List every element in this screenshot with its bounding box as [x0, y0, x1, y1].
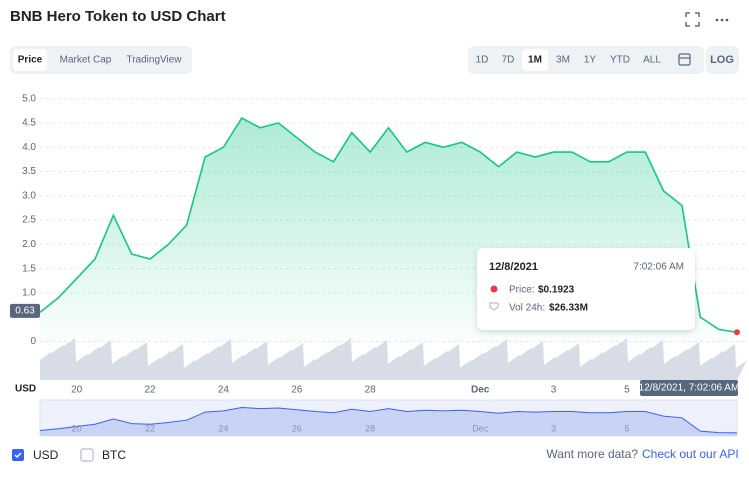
crosshair-label: 12/8/2021, 7:02:06 AM [639, 383, 740, 394]
range-button[interactable]: 7D [502, 55, 515, 66]
navigator-label: 5 [624, 423, 629, 433]
axis-currency: USD [15, 384, 36, 395]
log-button[interactable]: LOG [710, 54, 734, 66]
tab[interactable]: Price [18, 55, 43, 66]
tooltip-box [477, 248, 695, 330]
api-link[interactable]: Check out our API [642, 447, 739, 461]
navigator-label: 3 [551, 423, 556, 433]
last-price-label: 0.63 [15, 306, 35, 317]
navigator-area [40, 407, 737, 436]
y-tick-label: 2.5 [22, 215, 36, 226]
api-prompt: Want more data? [546, 447, 638, 461]
navigator-label: 22 [145, 423, 155, 433]
y-tick-label: 0 [30, 336, 36, 347]
x-tick-label: 28 [365, 385, 377, 396]
fullscreen-icon[interactable] [685, 12, 700, 27]
tooltip-date: 12/8/2021 [489, 261, 538, 273]
x-tick-label: 3 [551, 385, 557, 396]
navigator-label: 24 [218, 423, 228, 433]
y-tick-label: 4.0 [22, 142, 36, 153]
y-tick-label: 1.5 [22, 263, 36, 274]
price-dot [490, 285, 498, 293]
x-tick-label: 26 [291, 385, 303, 396]
range-button[interactable]: ALL [643, 55, 661, 66]
tooltip-volume: $26.33M [549, 303, 588, 314]
last-price-box [10, 303, 40, 318]
tooltip: 12/8/2021 7:02:06 AM Price: $0.1923 Vol … [477, 248, 695, 330]
more-icon[interactable] [715, 18, 729, 22]
x-tick-label: 22 [144, 385, 156, 396]
y-tick-label: 3.0 [22, 190, 36, 201]
tab[interactable]: Market Cap [60, 55, 112, 66]
tooltip-price: $0.1923 [538, 285, 575, 296]
last-point [734, 329, 740, 336]
tooltip-volume-label: Vol 24h: [509, 303, 545, 314]
tab[interactable]: TradingView [126, 55, 182, 66]
range-button[interactable]: 1Y [584, 55, 597, 66]
y-tick-label: 5.0 [22, 93, 36, 104]
volume-area [40, 338, 747, 380]
navigator-label: Dec [472, 423, 489, 433]
navigator-label: 28 [365, 423, 375, 433]
tooltip-price-label: Price: [509, 285, 535, 296]
y-tick-label: 2.0 [22, 239, 36, 250]
tab-group [10, 46, 192, 74]
navigator-line [39, 406, 738, 434]
price-line [39, 117, 738, 334]
range-button[interactable]: YTD [610, 55, 630, 66]
calendar-icon[interactable] [678, 53, 691, 66]
y-tick-label: 4.5 [22, 118, 36, 129]
y-tick-label: 3.5 [22, 166, 36, 177]
crosshair-box [640, 380, 738, 396]
range-selected [522, 49, 548, 71]
tab-selected [13, 49, 47, 71]
y-tick-label: 1.0 [22, 288, 36, 299]
navigator-label: 20 [72, 423, 82, 433]
tooltip-time: 7:02:06 AM [633, 262, 684, 273]
usd-option[interactable]: USD [33, 448, 59, 462]
btc-checkbox[interactable] [80, 448, 94, 462]
range-button[interactable]: 3M [556, 55, 570, 66]
navigator-label: 26 [292, 423, 302, 433]
range-button[interactable]: 1M [528, 55, 542, 66]
volume-icon [489, 302, 499, 311]
title: BNB Hero Token to USD Chart [10, 8, 226, 25]
btc-option[interactable]: BTC [102, 448, 126, 462]
x-tick-label: 24 [218, 385, 230, 396]
x-tick-label: 20 [71, 385, 83, 396]
x-tick-label: Dec [471, 385, 490, 396]
log-group [706, 46, 739, 74]
range-button[interactable]: 1D [476, 55, 489, 66]
x-tick-label: 5 [624, 385, 630, 396]
